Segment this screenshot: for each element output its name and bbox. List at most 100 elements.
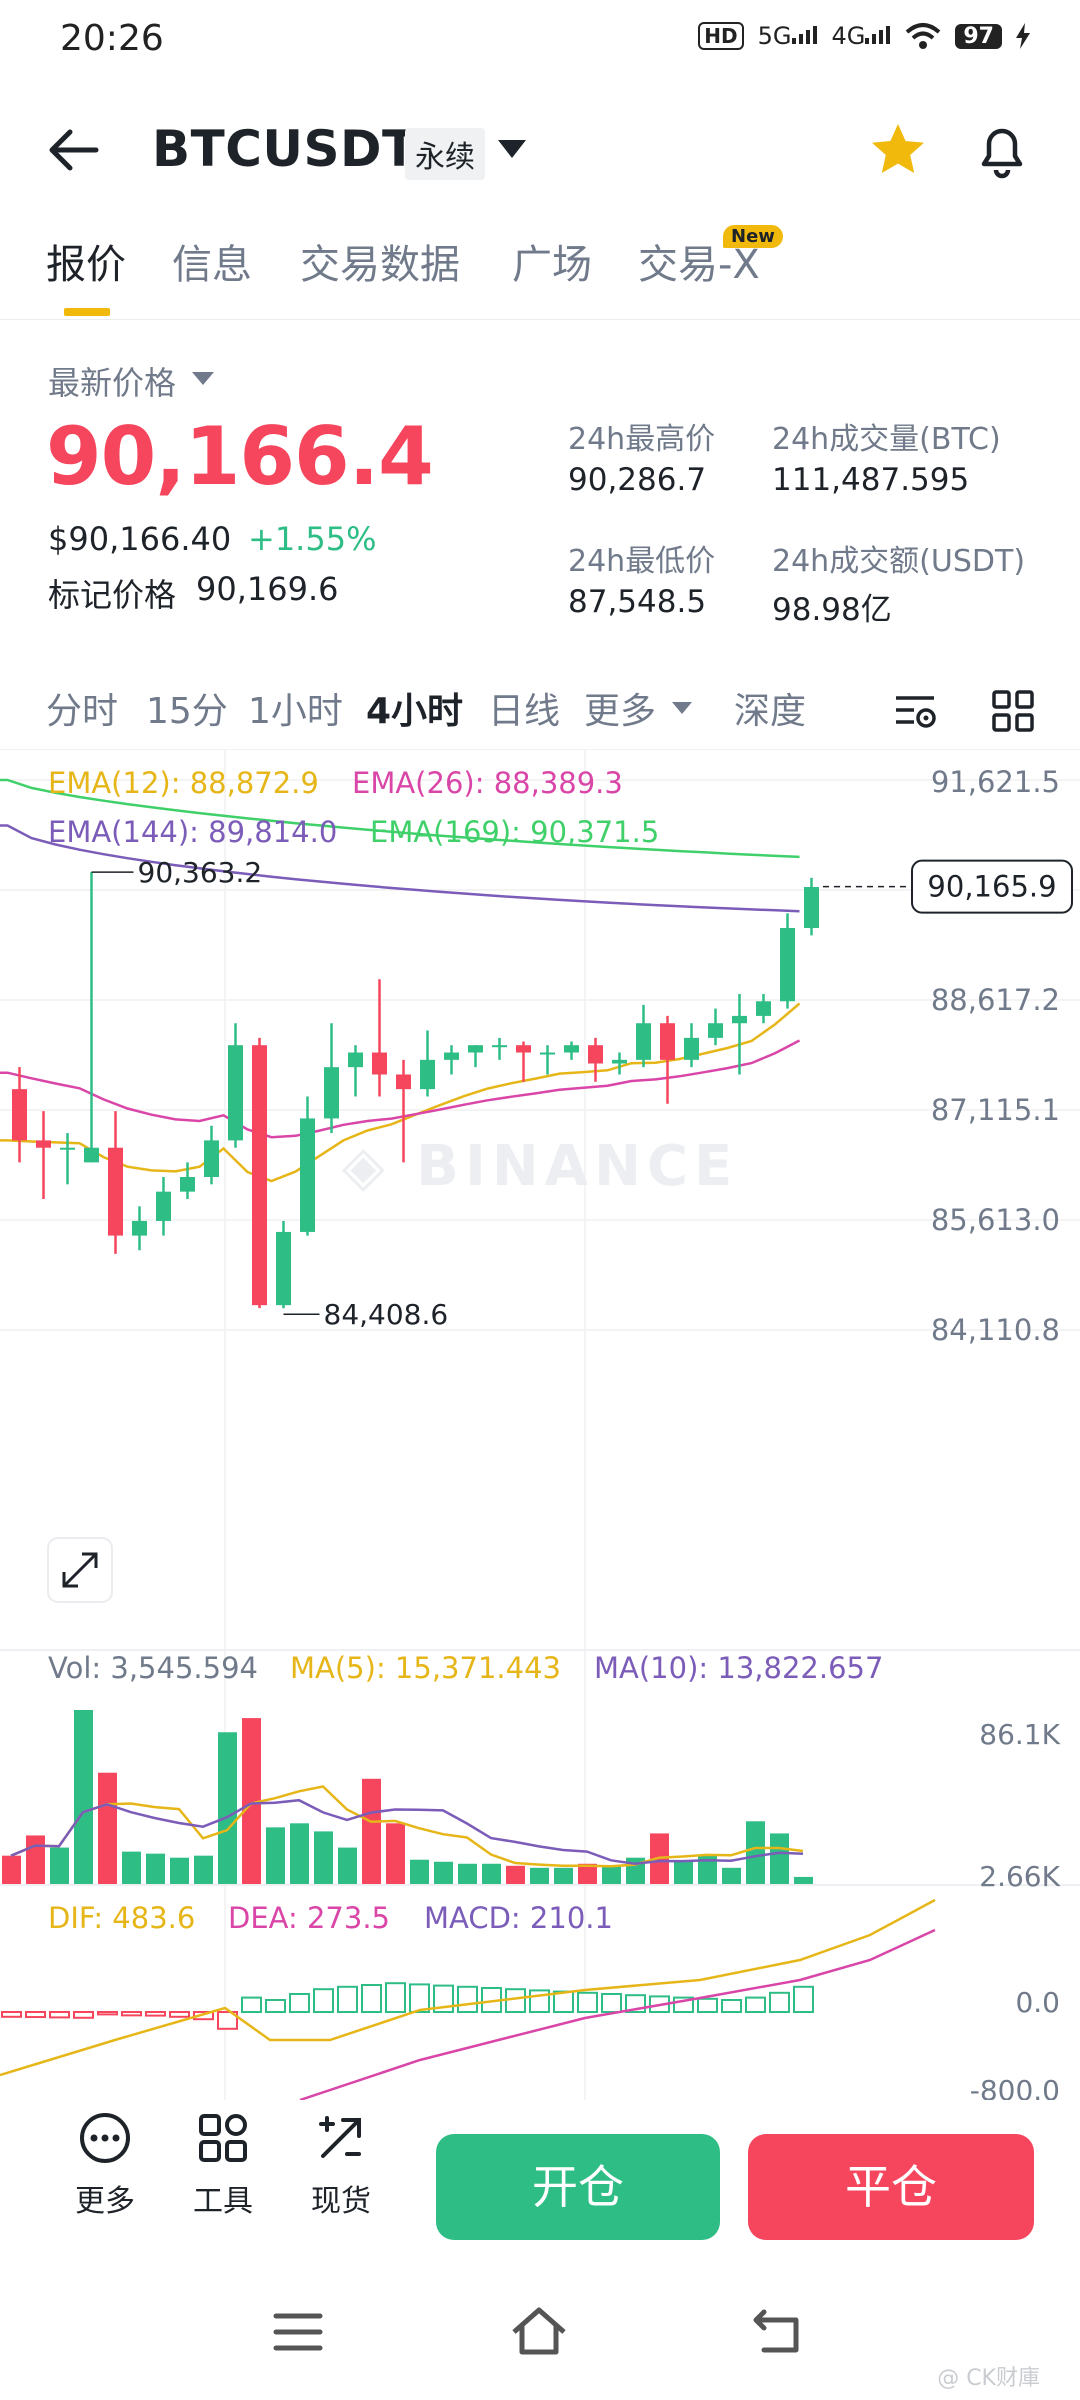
more-dots-icon: [80, 2113, 130, 2163]
candle: [348, 1045, 363, 1097]
ma5-legend: MA(5): 15,371.443: [290, 1651, 561, 1685]
tools-action[interactable]: 工具: [178, 2110, 268, 2220]
volume-bar: [698, 1855, 717, 1884]
interval-4h[interactable]: 4小时: [366, 691, 464, 732]
kline-chart[interactable]: ◈ BINANCE 91,621.590,119.388,617.287,115…: [0, 750, 1080, 2100]
tab-quote[interactable]: 报价: [46, 242, 126, 288]
open-position-button[interactable]: 开仓: [436, 2134, 720, 2240]
candles: [12, 872, 819, 1309]
macd-bar: [193, 2011, 214, 2021]
back-arrow-icon[interactable]: [40, 120, 110, 180]
volume-bars: [2, 1710, 813, 1884]
macd-tick-zero: 0.0: [1015, 1986, 1060, 2019]
last-price: 90,166.4: [46, 410, 434, 503]
ema144-line: [0, 824, 800, 913]
volume-bar: [2, 1855, 21, 1884]
new-badge: New: [723, 225, 783, 248]
interval-1h[interactable]: 1小时: [248, 691, 343, 732]
vol-ma5-line: [10, 1785, 804, 1868]
layout-grid-icon[interactable]: [990, 688, 1036, 734]
net-4g-label: 4G: [831, 22, 866, 50]
interval-15m[interactable]: 15分: [146, 691, 228, 732]
candle: [492, 1037, 507, 1060]
pair-symbol[interactable]: BTCUSDT: [152, 120, 417, 178]
dif-line: [0, 1898, 936, 2077]
interval-timeline[interactable]: 分时: [46, 691, 119, 732]
candle: [324, 1023, 339, 1134]
volume-bar: [146, 1853, 165, 1884]
macd-bar: [505, 1988, 526, 2013]
volume-bar: [794, 1876, 813, 1884]
macd-bar: [769, 1991, 790, 2014]
volume-tick-min: 2.66K: [979, 1860, 1060, 1893]
menu-nav-icon[interactable]: [270, 2310, 326, 2354]
expand-icon: [62, 1552, 98, 1588]
tab-trade-x[interactable]: 交易-X: [638, 242, 760, 288]
home-nav-icon[interactable]: [508, 2304, 570, 2358]
interval-bar: 分时 15分 1小时 4小时 日线 更多 深度: [0, 670, 1080, 750]
volume-bar: [410, 1859, 429, 1884]
candle: [204, 1125, 219, 1185]
dea-line: [299, 1928, 936, 2100]
volume-bar: [290, 1823, 309, 1884]
current-price-tag[interactable]: [911, 859, 1073, 914]
volume-bar: [602, 1865, 621, 1884]
candle: [228, 1023, 243, 1148]
more-action[interactable]: 更多: [60, 2110, 150, 2220]
hd-voice-icon: HD: [698, 22, 744, 50]
ema144-legend: EMA(144): 89,814.0: [48, 815, 337, 849]
spot-action[interactable]: 现货: [296, 2110, 386, 2220]
volume-bar: [98, 1772, 117, 1884]
interval-1d[interactable]: 日线: [488, 691, 561, 732]
depth-tab[interactable]: 深度: [734, 691, 807, 732]
macd-bar: [697, 1997, 718, 2014]
tab-trading-data[interactable]: 交易数据: [300, 242, 460, 288]
ema169-line: [0, 778, 800, 859]
chart-grid: [0, 750, 1080, 2100]
candle: [180, 1162, 195, 1199]
pair-dropdown-icon[interactable]: [498, 140, 526, 158]
latest-price-caret-icon[interactable]: [192, 372, 214, 385]
macd-bar: [793, 1985, 814, 2014]
volume-bar: [578, 1863, 597, 1884]
price-tick: 84,110.8: [931, 1313, 1060, 1347]
back-nav-icon[interactable]: [750, 2306, 806, 2356]
tab-square[interactable]: 广场: [512, 242, 592, 288]
macd-bar: [121, 2011, 142, 2017]
macd-bar: [313, 1988, 334, 2013]
bell-icon[interactable]: [970, 118, 1034, 182]
tab-info[interactable]: 信息: [172, 242, 252, 288]
credit-watermark: @ CK财庫: [937, 2366, 1040, 2391]
exchange-watermark: ◈ BINANCE: [342, 1134, 739, 1199]
price-axis: 91,621.590,119.388,617.287,115.185,613.0…: [931, 765, 1060, 1347]
favorite-star-icon[interactable]: [868, 120, 928, 180]
candle: [516, 1041, 531, 1082]
interval-more[interactable]: 更多: [584, 691, 657, 732]
volume-bar: [122, 1851, 141, 1884]
volume-tick-max: 86.1K: [979, 1718, 1060, 1751]
low-24h-label: 24h最低价: [568, 544, 716, 579]
volume-bar: [746, 1821, 765, 1884]
volume-bar: [26, 1835, 45, 1884]
macd-legend: MACD: 210.1: [424, 1901, 613, 1935]
more-caret-icon[interactable]: [672, 702, 692, 714]
low-24h-value: 87,548.5: [568, 584, 707, 620]
ma10-legend: MA(10): 13,822.657: [594, 1651, 883, 1685]
perpetual-badge: 永续: [405, 128, 485, 180]
volume-bar: [770, 1833, 789, 1884]
ema26-line: [0, 1039, 801, 1139]
macd-bar: [577, 1991, 598, 2014]
volume-bar: [314, 1831, 333, 1884]
action-bar: 更多 工具 现货 开仓 平仓: [0, 2100, 1080, 2260]
macd-bar: [721, 1999, 742, 2013]
high-24h-label: 24h最高价: [568, 422, 716, 457]
candle: [564, 1041, 579, 1060]
chart-settings-icon[interactable]: [892, 688, 938, 734]
volume-bar: [194, 1855, 213, 1884]
volume-bar: [266, 1827, 285, 1884]
high-24h-value: 90,286.7: [568, 462, 707, 498]
latest-price-label[interactable]: 最新价格: [48, 364, 177, 402]
volume-bar: [530, 1867, 549, 1884]
close-position-button[interactable]: 平仓: [748, 2134, 1034, 2240]
macd-bar: [601, 1993, 622, 2013]
